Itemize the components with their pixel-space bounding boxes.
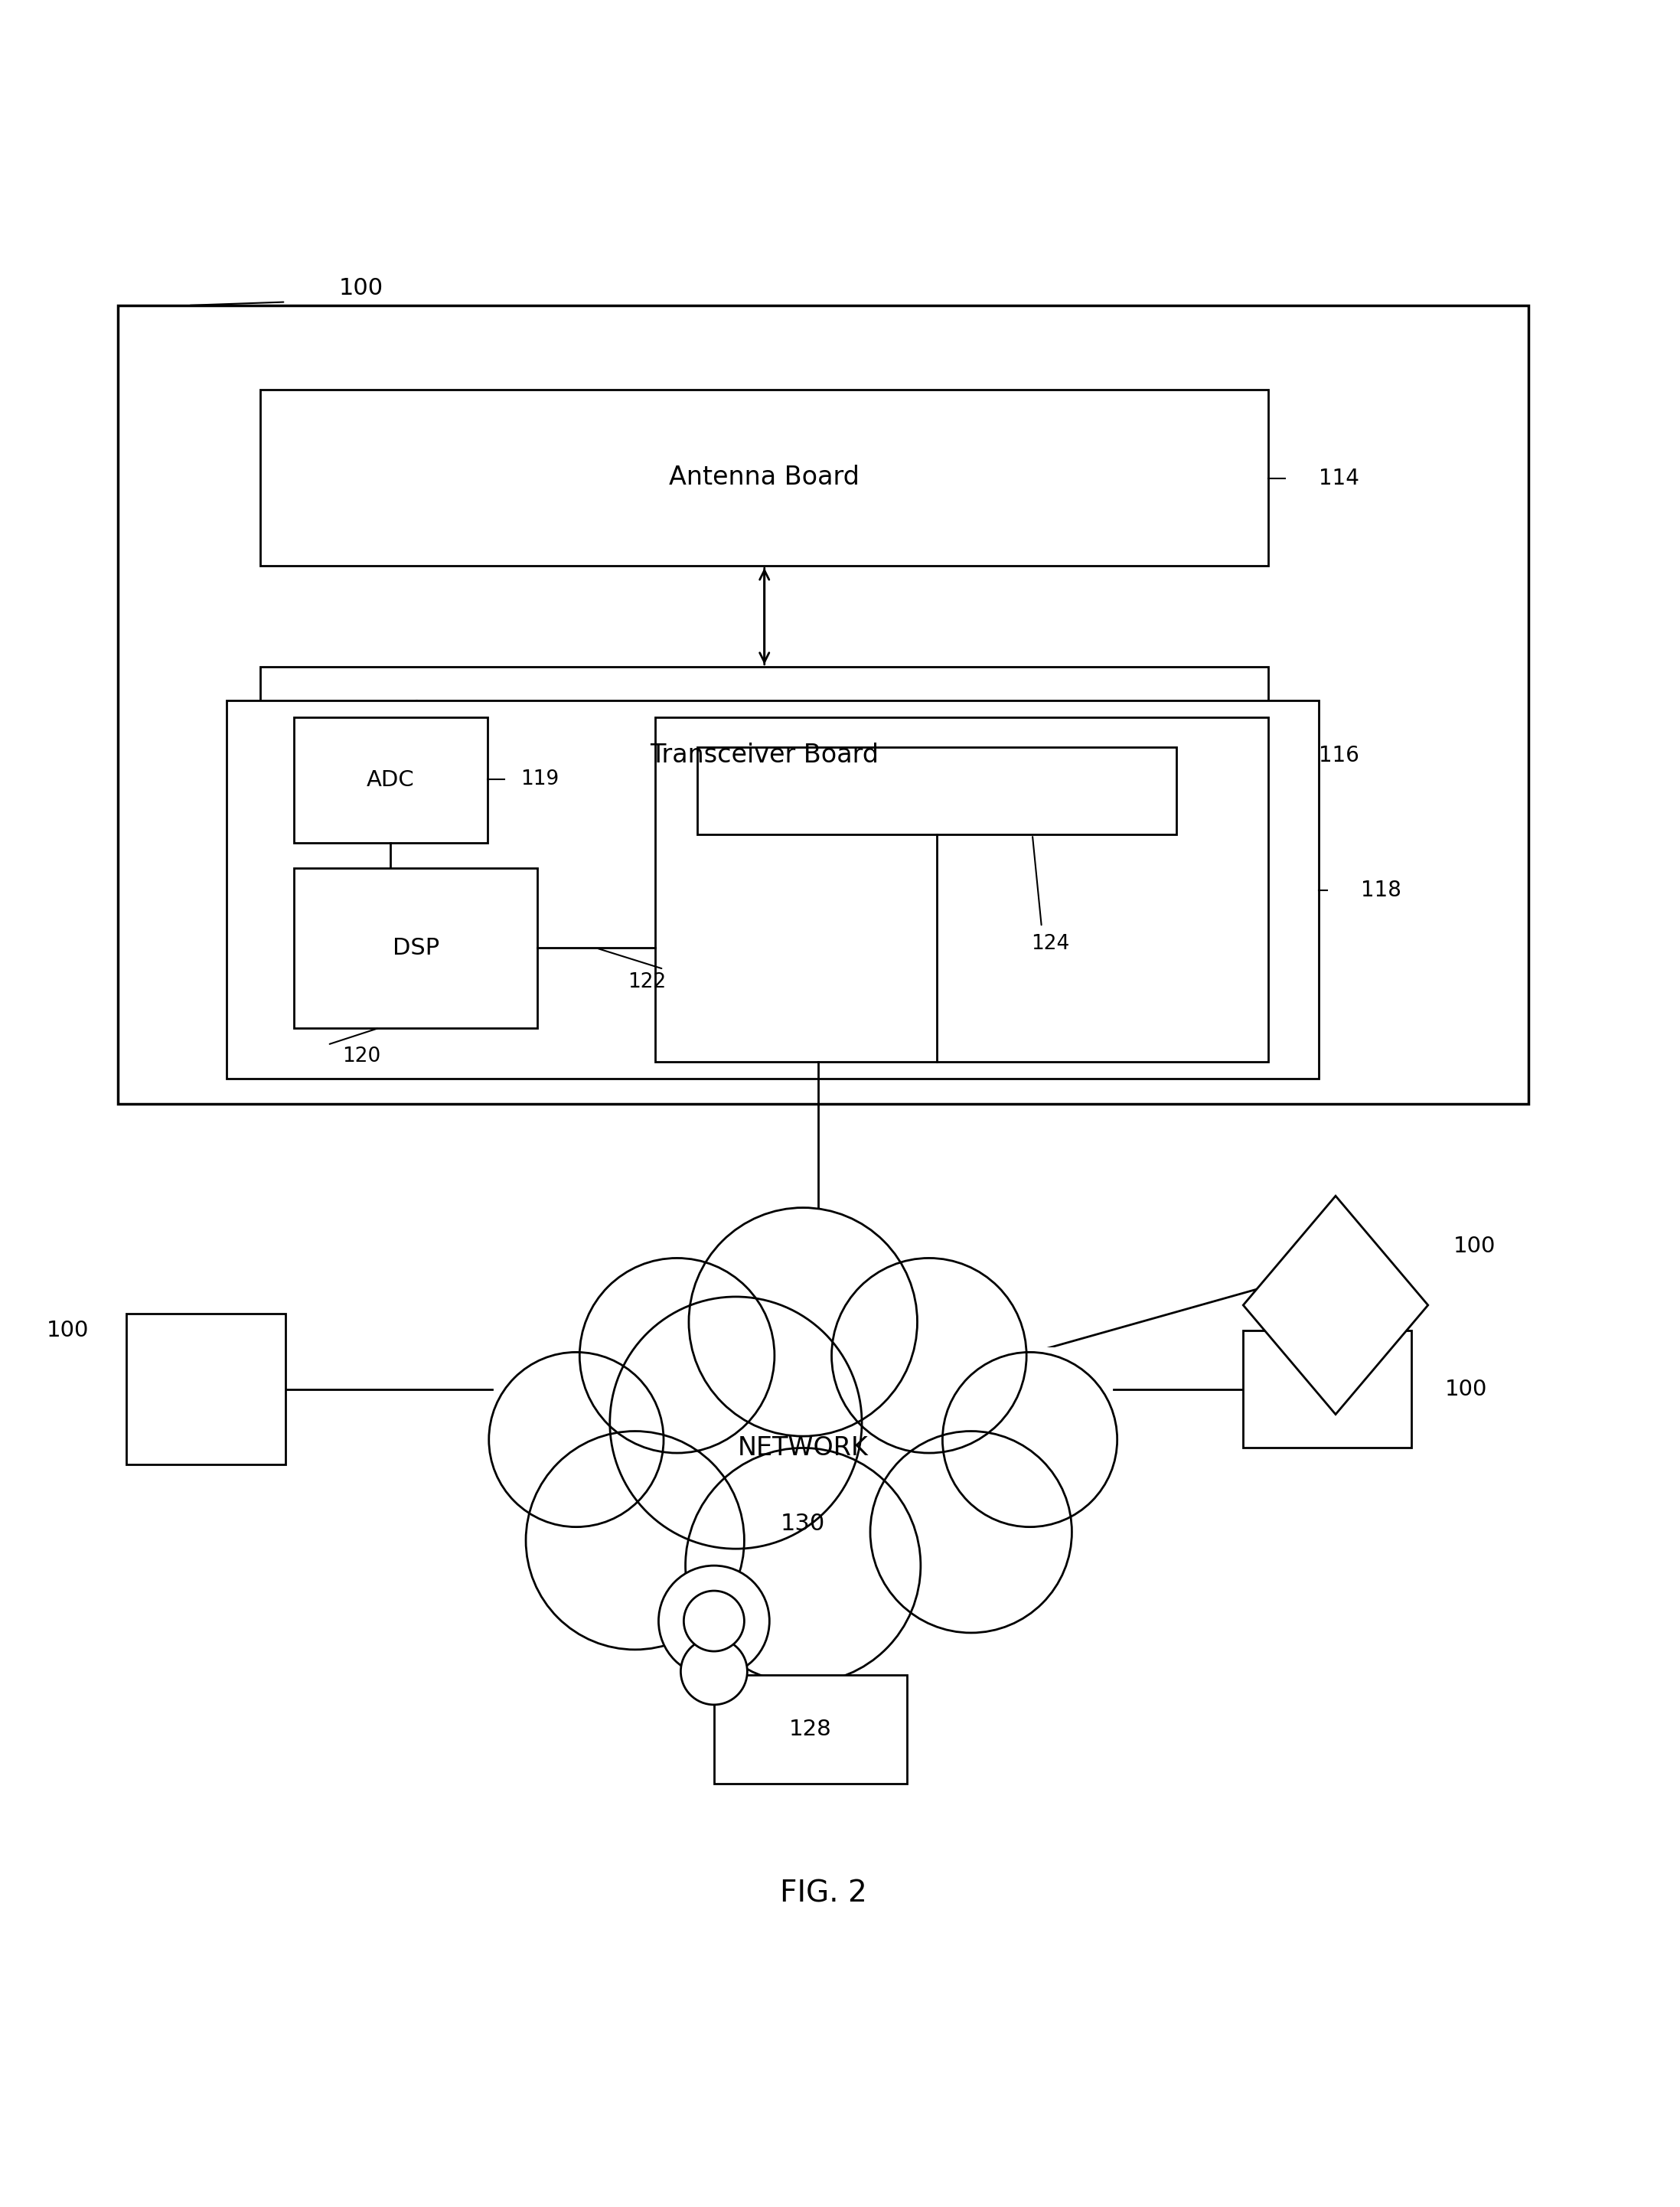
Text: ADC: ADC — [366, 770, 415, 790]
Bar — [714, 1675, 907, 1783]
Text: 100: 100 — [1453, 1236, 1495, 1258]
Bar — [1243, 1331, 1411, 1448]
Circle shape — [526, 1430, 744, 1649]
Circle shape — [684, 1591, 744, 1651]
Circle shape — [870, 1430, 1072, 1633]
Circle shape — [680, 1638, 748, 1704]
Bar — [227, 700, 1319, 1079]
Text: 118: 118 — [1361, 878, 1401, 900]
Bar — [697, 748, 1176, 834]
Text: 100: 100 — [1445, 1379, 1487, 1399]
Text: DSP: DSP — [393, 938, 438, 960]
Bar — [260, 388, 1268, 565]
Bar — [294, 867, 538, 1028]
Circle shape — [689, 1207, 917, 1437]
Bar — [294, 717, 487, 843]
Text: 116: 116 — [1319, 746, 1359, 766]
Circle shape — [832, 1258, 1026, 1452]
Bar — [260, 667, 1268, 843]
Text: 130: 130 — [781, 1512, 825, 1534]
Text: 119: 119 — [521, 770, 559, 790]
Text: 128: 128 — [790, 1719, 832, 1739]
Polygon shape — [1243, 1196, 1428, 1415]
Circle shape — [489, 1353, 664, 1527]
Bar — [126, 1313, 286, 1465]
Text: 100: 100 — [339, 278, 383, 300]
Circle shape — [942, 1353, 1117, 1527]
Text: 124: 124 — [1032, 934, 1068, 953]
Text: FIG. 2: FIG. 2 — [780, 1878, 867, 1907]
Circle shape — [580, 1258, 774, 1452]
Text: NETWORK: NETWORK — [738, 1435, 869, 1461]
Circle shape — [610, 1298, 862, 1549]
Text: 114: 114 — [1319, 468, 1359, 490]
Bar — [517, 1346, 1089, 1633]
Text: 120: 120 — [343, 1046, 380, 1066]
Bar — [118, 305, 1529, 1104]
Text: Antenna Board: Antenna Board — [669, 466, 860, 490]
Circle shape — [685, 1448, 921, 1684]
Bar — [655, 717, 1268, 1062]
Circle shape — [659, 1565, 769, 1677]
Text: Transceiver Board: Transceiver Board — [650, 742, 879, 768]
Text: 122: 122 — [628, 973, 665, 993]
Text: 100: 100 — [47, 1320, 89, 1342]
